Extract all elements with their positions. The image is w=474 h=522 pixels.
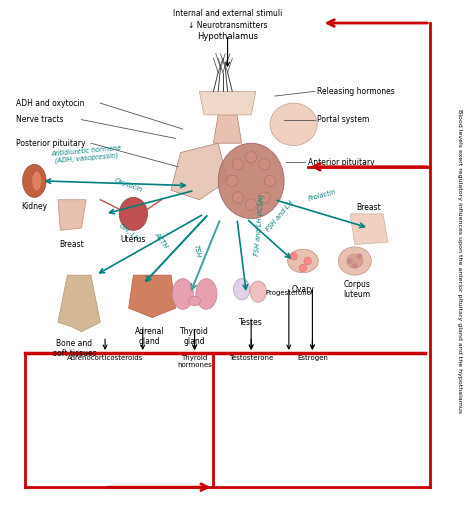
Text: Portal system: Portal system (317, 115, 369, 124)
Text: Internal and external stimuli: Internal and external stimuli (173, 9, 282, 18)
Text: Corpus
luteum: Corpus luteum (344, 280, 371, 299)
Polygon shape (213, 115, 242, 143)
Circle shape (232, 192, 244, 203)
Ellipse shape (196, 279, 217, 310)
Polygon shape (350, 214, 388, 244)
Text: Estrogen: Estrogen (297, 355, 328, 361)
Text: GH, LH: GH, LH (118, 223, 139, 242)
Text: TSH: TSH (193, 244, 201, 258)
Text: Adrenocorticosteroids: Adrenocorticosteroids (67, 355, 143, 361)
Text: Adrenal
gland: Adrenal gland (135, 327, 164, 347)
Ellipse shape (218, 143, 284, 219)
Circle shape (227, 175, 238, 186)
Text: Testes: Testes (239, 317, 263, 327)
Text: Kidney: Kidney (21, 202, 47, 211)
Text: Testosterone: Testosterone (229, 355, 273, 361)
Ellipse shape (119, 197, 147, 230)
Text: Ovary: Ovary (292, 284, 314, 293)
Text: Breast: Breast (60, 240, 84, 249)
Circle shape (290, 253, 297, 260)
Ellipse shape (346, 254, 363, 268)
Text: Posterior pituitary: Posterior pituitary (16, 139, 85, 148)
Text: Bone and
soft tissues: Bone and soft tissues (53, 339, 96, 358)
Text: ACTH: ACTH (154, 231, 169, 249)
Text: FSH and LH (ICSH): FSH and LH (ICSH) (254, 194, 265, 256)
Polygon shape (58, 275, 100, 331)
Circle shape (259, 192, 270, 203)
Polygon shape (199, 91, 256, 115)
Polygon shape (128, 275, 176, 317)
Ellipse shape (288, 249, 318, 273)
Ellipse shape (189, 296, 201, 306)
Ellipse shape (250, 281, 266, 302)
Circle shape (246, 152, 257, 163)
Circle shape (347, 258, 353, 264)
Ellipse shape (172, 279, 193, 310)
Circle shape (352, 263, 357, 268)
Circle shape (246, 199, 257, 210)
Circle shape (304, 257, 311, 265)
Ellipse shape (270, 103, 317, 146)
Text: Releasing hormones: Releasing hormones (317, 87, 395, 96)
Ellipse shape (23, 164, 46, 197)
Text: Uterus: Uterus (121, 235, 146, 244)
Ellipse shape (338, 247, 371, 275)
Polygon shape (58, 200, 86, 230)
Text: ADH and oxytocin: ADH and oxytocin (16, 99, 84, 108)
Text: FSH and LH: FSH and LH (265, 199, 294, 233)
Ellipse shape (234, 279, 250, 300)
Circle shape (299, 264, 307, 272)
Text: Breast: Breast (356, 203, 381, 211)
Circle shape (264, 175, 276, 186)
Text: Anterior pituitary: Anterior pituitary (308, 158, 374, 167)
Text: ↓ Neurotransmitters: ↓ Neurotransmitters (188, 21, 267, 30)
Polygon shape (171, 143, 228, 200)
Text: Thyroid
gland: Thyroid gland (180, 327, 209, 347)
Text: Hypothalamus: Hypothalamus (197, 32, 258, 41)
Text: Thyroid
hormones: Thyroid hormones (177, 355, 212, 368)
Circle shape (357, 254, 362, 259)
Text: Progesterone: Progesterone (266, 290, 312, 296)
Text: Oxytocin: Oxytocin (114, 177, 144, 193)
Circle shape (259, 159, 270, 170)
Text: Prolactin: Prolactin (307, 189, 337, 202)
Text: Antidiuretic hormone
(ADH, vasopressin): Antidiuretic hormone (ADH, vasopressin) (50, 145, 122, 164)
Circle shape (232, 159, 244, 170)
Text: Nerve tracts: Nerve tracts (16, 115, 63, 124)
Ellipse shape (32, 171, 41, 191)
Text: Blood levels exert regulatory influences upon the anterior pituitary gland and t: Blood levels exert regulatory influences… (457, 109, 462, 413)
